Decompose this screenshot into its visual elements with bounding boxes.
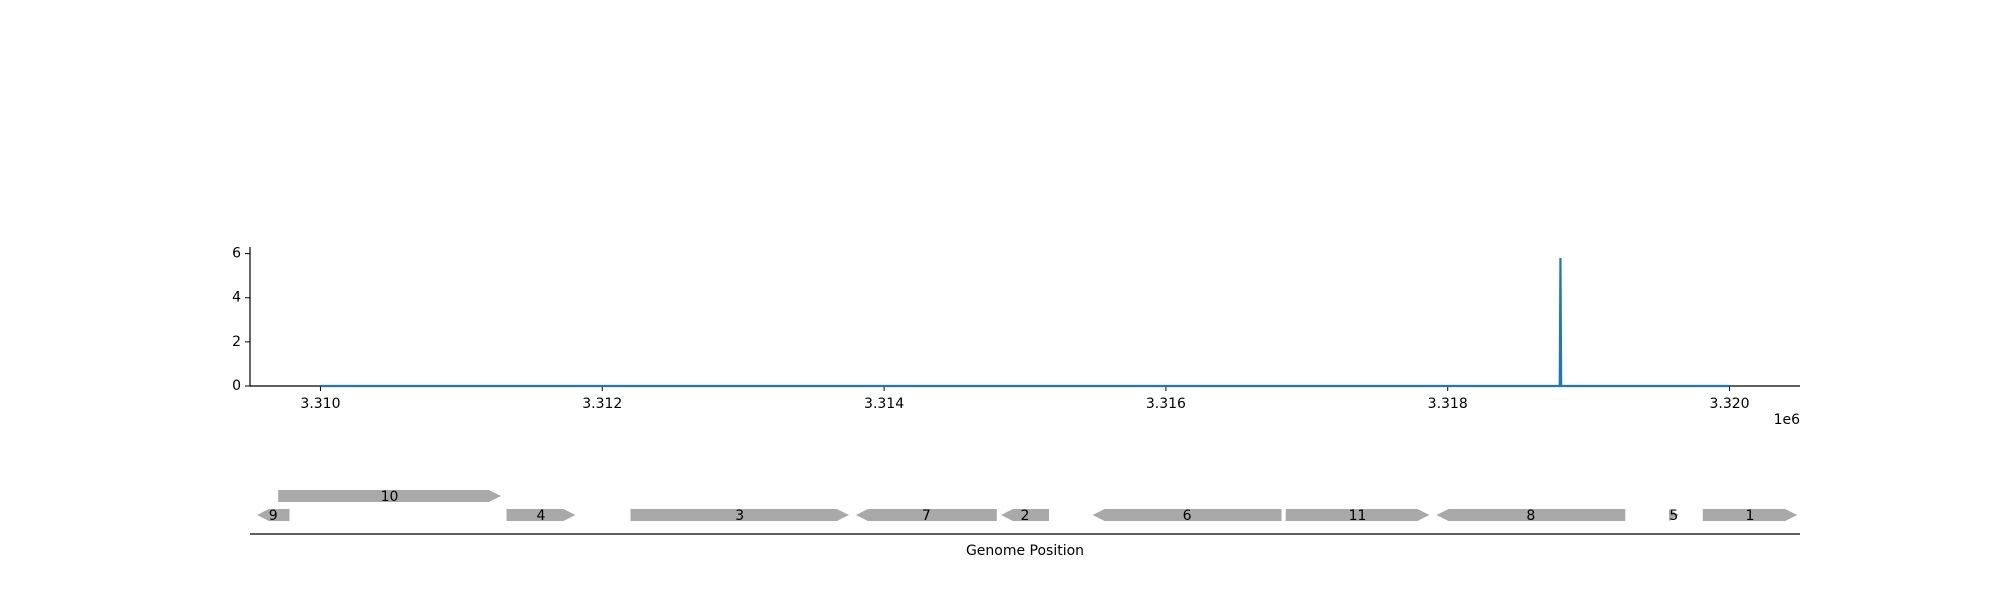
x-tick-label: 3.316 (1146, 396, 1186, 412)
gene-feature-arrow (855, 509, 997, 521)
gene-feature-arrow (506, 509, 576, 521)
gene-label: 2 (1021, 508, 1030, 524)
x-tick-label: 3.318 (1428, 396, 1468, 412)
y-ticks: 0 2 4 6 (232, 246, 250, 394)
gene-feature-arrow (1285, 509, 1430, 521)
gene-layer: 9 10 4 3 7 2 6 11 8 5 1 (257, 489, 1798, 524)
gene-label: 6 (1183, 508, 1192, 524)
x-tick-label: 3.312 (582, 396, 622, 412)
gene-map: 9 10 4 3 7 2 6 11 8 5 1 Genome Position (250, 489, 1800, 559)
gene-feature-arrow (278, 490, 501, 502)
gene-feature-arrow (257, 509, 290, 521)
y-tick-label: 4 (232, 290, 241, 306)
x-axis-title: Genome Position (966, 543, 1084, 559)
coverage-plot: 0 2 4 6 3.310 3.312 3.314 3.316 3.318 3.320 1e6 (232, 246, 1800, 428)
gene-label: 8 (1526, 508, 1535, 524)
gene-label: 3 (735, 508, 744, 524)
coverage-series-line (320, 258, 1730, 388)
x-offset-label: 1e6 (1774, 412, 1801, 428)
gene-feature-arrow (1001, 509, 1049, 521)
gene-label: 7 (922, 508, 931, 524)
gene-label: 5 (1669, 508, 1678, 524)
gene-label: 4 (537, 508, 546, 524)
gene-label: 10 (381, 489, 399, 505)
y-tick-label: 0 (232, 378, 241, 394)
gene-label: 9 (269, 508, 278, 524)
x-tick-label: 3.314 (864, 396, 904, 412)
y-tick-label: 2 (232, 334, 241, 350)
x-ticks: 3.310 3.312 3.314 3.316 3.318 3.320 (300, 386, 1750, 412)
gene-label: 1 (1746, 508, 1755, 524)
gene-feature-arrow (1702, 509, 1798, 521)
gene-feature-arrow (1436, 509, 1626, 521)
gene-feature-arrow (1669, 509, 1679, 521)
gene-feature-arrow (1092, 509, 1282, 521)
gene-feature-arrow (630, 509, 849, 521)
gene-label: 11 (1349, 508, 1367, 524)
x-tick-label: 3.310 (300, 396, 340, 412)
y-tick-label: 6 (232, 246, 241, 262)
x-tick-label: 3.320 (1709, 396, 1749, 412)
series-layer (320, 258, 1730, 388)
